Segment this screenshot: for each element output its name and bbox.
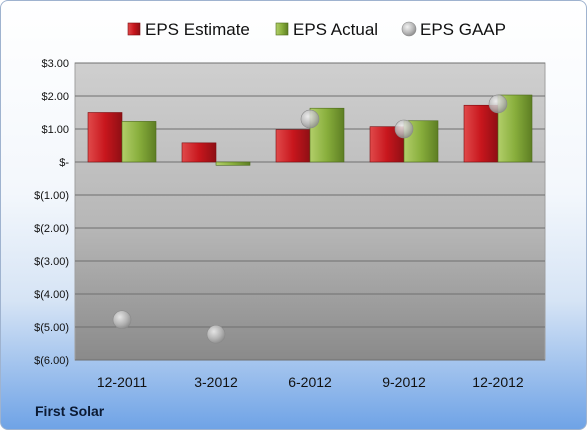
point-eps-gaap xyxy=(206,324,226,344)
bar-eps-estimate xyxy=(463,104,499,163)
x-tick-label: 12-2012 xyxy=(472,374,524,390)
y-tick-label: $1.00 xyxy=(41,124,69,136)
y-tick-label: $(6.00) xyxy=(34,355,69,367)
x-tick-label: 12-2011 xyxy=(97,374,148,390)
y-tick-label: $(2.00) xyxy=(34,223,69,235)
y-tick-label: $3.00 xyxy=(41,58,69,70)
y-tick-label: $(4.00) xyxy=(34,289,69,301)
company-name: First Solar xyxy=(35,403,105,419)
x-tick-label: 3-2012 xyxy=(194,374,238,390)
legend-eps-actual-label: EPS Actual xyxy=(293,20,378,39)
x-tick-label: 9-2012 xyxy=(382,374,426,390)
y-tick-label: $(3.00) xyxy=(34,256,69,268)
bar-eps-estimate xyxy=(275,129,311,163)
y-tick-label: $2.00 xyxy=(41,91,69,103)
y-tick-label: $(5.00) xyxy=(34,322,69,334)
bar-eps-actual xyxy=(215,161,251,166)
point-eps-gaap xyxy=(394,119,414,139)
legend-eps-actual-swatch xyxy=(275,22,289,36)
point-eps-gaap xyxy=(112,310,132,330)
legend-eps-gaap-swatch xyxy=(401,21,417,37)
bar-eps-estimate xyxy=(181,142,217,163)
legend-eps-estimate-label: EPS Estimate xyxy=(145,20,250,39)
point-eps-gaap xyxy=(488,94,508,114)
y-tick-label: $- xyxy=(59,157,69,169)
legend-eps-estimate-swatch xyxy=(127,22,141,36)
legend-eps-gaap-label: EPS GAAP xyxy=(420,20,506,39)
bar-eps-actual xyxy=(121,121,157,163)
x-tick-label: 6-2012 xyxy=(288,374,332,390)
y-tick-label: $(1.00) xyxy=(34,190,69,202)
bar-eps-estimate xyxy=(87,112,123,163)
point-eps-gaap xyxy=(300,109,320,129)
